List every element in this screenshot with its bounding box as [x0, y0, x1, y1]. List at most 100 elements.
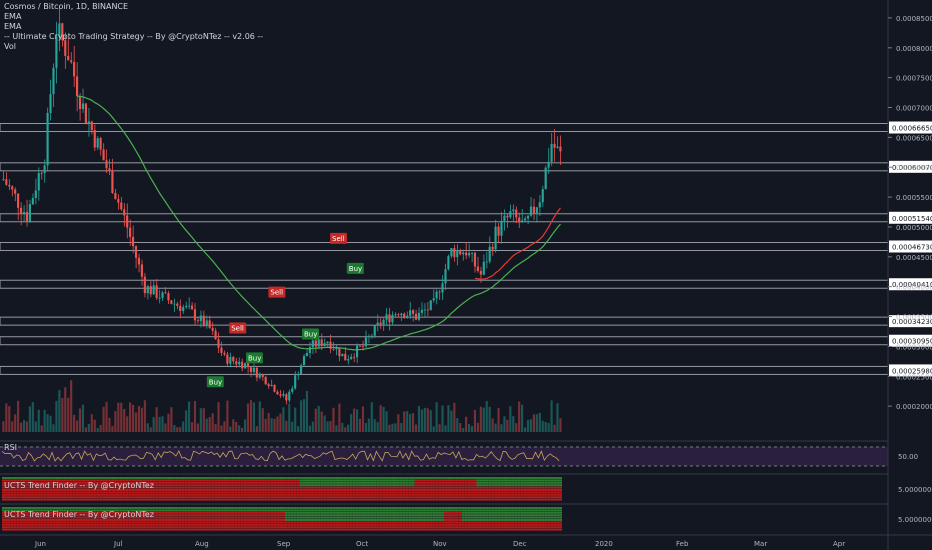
trend-cell [2, 498, 5, 501]
trend-cell [152, 479, 156, 482]
trend-cell [511, 484, 515, 487]
trend-cell [181, 493, 185, 496]
volume-bar [152, 417, 155, 432]
chart-title: Cosmos / Bitcoin, 1D, BINANCE [4, 2, 129, 11]
candle-body [338, 347, 341, 357]
trend-cell [497, 493, 501, 496]
trend-cell [119, 479, 123, 482]
volume-bar [409, 413, 412, 432]
trend-cell [444, 507, 448, 509]
trend-cell [87, 477, 91, 479]
rsi-label[interactable]: RSI [4, 443, 17, 452]
trend-cell [458, 509, 462, 512]
trend-cell [217, 507, 221, 509]
trend-cell [231, 507, 235, 509]
trend-cell [187, 523, 191, 526]
trend-cell [131, 521, 135, 524]
trend-cell [167, 477, 170, 479]
trend-cell [270, 511, 274, 514]
trend-cell [105, 496, 109, 499]
trend-cell [526, 511, 530, 514]
trend-cell [116, 516, 120, 519]
trend-cell [482, 481, 486, 484]
trend-cell [172, 481, 176, 484]
trend-cell [408, 507, 412, 509]
trend-cell [40, 479, 44, 482]
trend-cell [143, 479, 147, 482]
trend-cell [99, 509, 103, 512]
trend-cell [10, 516, 14, 519]
trend-cell [547, 521, 551, 524]
trend-cell [217, 528, 221, 531]
trend-cell [396, 514, 400, 517]
trend-cell [432, 514, 436, 517]
trend-cell [175, 507, 179, 509]
trend-cell [500, 514, 504, 517]
trend-cell [161, 521, 165, 524]
indicator-ema-1[interactable]: EMA [4, 12, 22, 21]
trend-cell [114, 484, 117, 487]
trend-finder-label-1[interactable]: UCTS Trend Finder -- By @CryptoNTez [4, 481, 154, 490]
trend-cell [355, 486, 359, 489]
price-axis: 0.000850000.000800000.000750000.00070000… [887, 0, 932, 550]
trend-cell [155, 498, 159, 501]
trend-cell [511, 521, 515, 524]
trend-cell [547, 484, 551, 487]
indicator-ucts[interactable]: -- Ultimate Crypto Trading Strategy -- B… [4, 32, 264, 41]
trend-cell [37, 484, 41, 487]
trend-cell [172, 523, 176, 526]
trend-cell [479, 479, 483, 482]
volume-bar [229, 426, 232, 432]
volume-bar [556, 403, 559, 432]
trend-cell [343, 481, 347, 484]
trend-cell [37, 486, 41, 489]
trend-cell [240, 523, 244, 526]
trend-cell [55, 477, 58, 479]
trend-cell [346, 519, 350, 521]
trend-cell [332, 528, 336, 531]
candle-body [288, 391, 291, 401]
trend-cell [273, 486, 277, 489]
trend-cell [429, 496, 433, 499]
trend-cell [435, 486, 439, 489]
trend-cell [317, 528, 321, 531]
trend-finder-label-2[interactable]: UCTS Trend Finder -- By @CryptoNTez [4, 510, 154, 519]
trend-cell [55, 523, 58, 526]
trend-cell [455, 514, 459, 517]
trend-cell [128, 514, 132, 517]
trend-cell [158, 493, 162, 496]
trend-cell [382, 491, 386, 494]
trend-cell [346, 528, 350, 531]
trend-cell [491, 514, 495, 517]
trend-cell [423, 496, 427, 499]
trend-cell [231, 481, 235, 484]
trend-cell [497, 496, 501, 499]
trend-cell [170, 479, 173, 482]
trend-cell [396, 496, 400, 499]
trend-cell [226, 479, 229, 482]
trend-cell [470, 528, 474, 531]
indicator-volume[interactable]: Vol [4, 42, 16, 51]
trend-cell [429, 528, 433, 531]
trend-cell [506, 486, 509, 489]
trend-cell [43, 507, 47, 509]
trend-cell [93, 481, 97, 484]
trend-cell [243, 528, 247, 531]
trend-cell [172, 498, 176, 501]
trend-cell [279, 526, 282, 529]
trend-cell [541, 489, 545, 491]
trend-cell [352, 507, 356, 509]
trend-cell [31, 526, 35, 529]
trend-cell [16, 521, 20, 524]
trend-cell [426, 493, 430, 496]
indicator-ema-2[interactable]: EMA [4, 22, 22, 31]
trend-cell [276, 496, 280, 499]
candle-body [182, 307, 185, 312]
trend-cell [196, 519, 200, 521]
trend-cell [302, 526, 306, 529]
trend-cell [69, 493, 73, 496]
volume-bar [341, 422, 344, 432]
trend-cell [161, 496, 165, 499]
trend-cell [40, 486, 44, 489]
